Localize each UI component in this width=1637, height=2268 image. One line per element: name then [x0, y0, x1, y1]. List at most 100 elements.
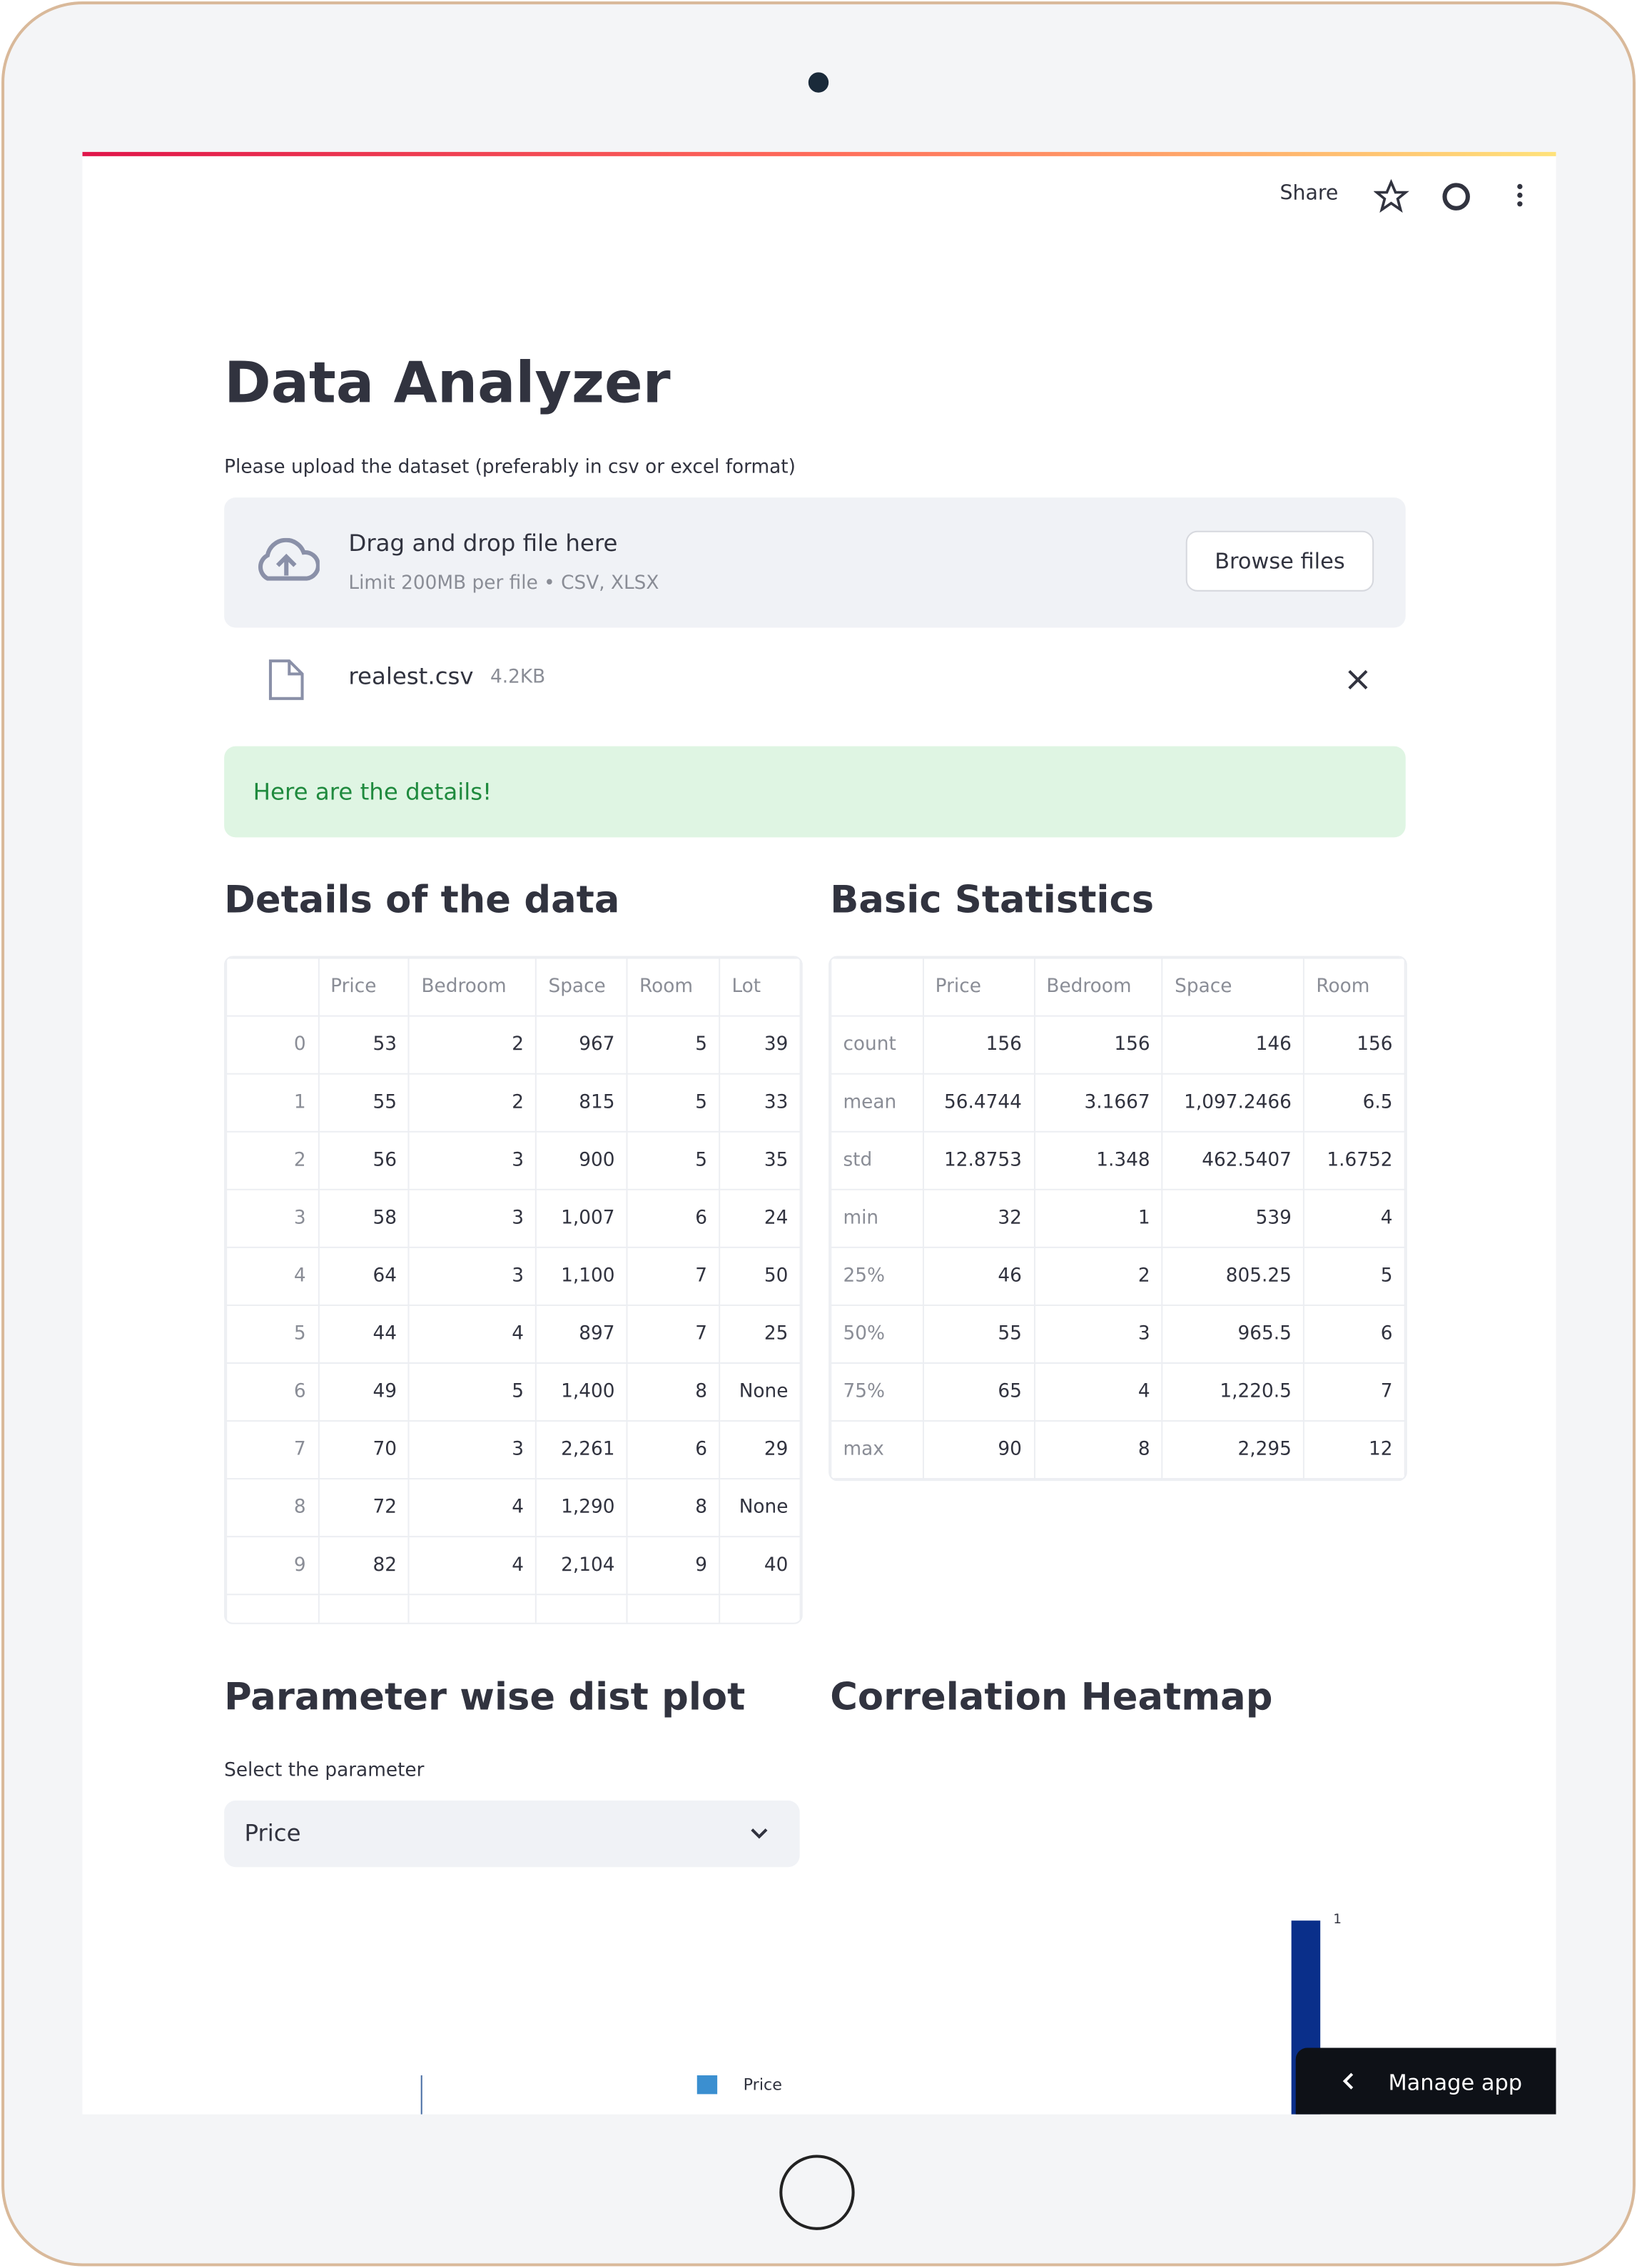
- cell: 49: [317, 1362, 410, 1422]
- cell: 12: [1303, 1420, 1406, 1480]
- cell: 58: [317, 1188, 410, 1248]
- row: 4 64 3 1,100 7 50: [225, 1246, 801, 1306]
- row: 5 44 4 897 7 25: [225, 1304, 801, 1364]
- limit-text: Limit 200MB per file • CSV, XLSX: [348, 572, 659, 594]
- cell: 7: [225, 1420, 319, 1480]
- cell: 156: [1303, 1015, 1406, 1075]
- cell: max: [830, 1420, 924, 1480]
- cell: 35: [719, 1130, 801, 1190]
- row: [225, 1594, 801, 1623]
- row: 3 58 3 1,007 6 24: [225, 1188, 801, 1248]
- cell: 4: [408, 1478, 537, 1538]
- cell: [830, 957, 924, 1017]
- header-row: Price Bedroom Space Room Lot: [225, 957, 801, 1017]
- cell: 6: [1303, 1304, 1406, 1364]
- top-bar: [82, 151, 1556, 156]
- cell: Room: [1303, 957, 1406, 1017]
- cell: 39: [719, 1015, 801, 1075]
- cell: 1,100: [535, 1246, 628, 1306]
- camera: [808, 72, 829, 93]
- row: 25% 46 2 805.25 5: [830, 1246, 1406, 1306]
- row: 2 56 3 900 5 35: [225, 1130, 801, 1190]
- cell: 56.4744: [922, 1073, 1035, 1133]
- cell: 6.5: [1303, 1073, 1406, 1133]
- cell: 50: [719, 1246, 801, 1306]
- home-button[interactable]: [779, 2155, 855, 2230]
- cell: [719, 1594, 801, 1623]
- legend-swatch: [696, 2075, 718, 2095]
- colorbar-tick: 1: [1333, 1913, 1342, 1928]
- cell: 1.6752: [1303, 1130, 1406, 1190]
- cell: 5: [408, 1362, 537, 1422]
- file-size: 4.2KB: [490, 667, 546, 689]
- details-heading: Details of the data: [224, 879, 620, 923]
- cell: 72: [317, 1478, 410, 1538]
- remove-file[interactable]: [1347, 668, 1369, 691]
- cell: 70: [317, 1420, 410, 1480]
- plot-axis: [420, 2075, 422, 2115]
- cell: 2: [1033, 1246, 1163, 1306]
- app: Share Data Analyzer Please upload the da…: [82, 151, 1556, 2115]
- row: max 90 8 2,295 12: [830, 1420, 1406, 1480]
- cell: 2,295: [1161, 1420, 1305, 1480]
- cell: 5: [225, 1304, 319, 1364]
- cell: 3.1667: [1033, 1073, 1163, 1133]
- cell: 6: [626, 1420, 721, 1480]
- row: 0 53 2 967 5 39: [225, 1015, 801, 1075]
- cloud-icon: [258, 537, 320, 581]
- success-box: Here are the details!: [224, 746, 1406, 838]
- cell: 6: [626, 1188, 721, 1248]
- cell: std: [830, 1130, 924, 1190]
- cell: 5: [626, 1130, 721, 1190]
- cell: 3: [408, 1420, 537, 1480]
- cell: 50%: [830, 1304, 924, 1364]
- cell: 1,007: [535, 1188, 628, 1248]
- select-value: Price: [244, 1819, 301, 1847]
- cell: 900: [535, 1130, 628, 1190]
- star[interactable]: [1374, 179, 1409, 213]
- cell: 805.25: [1161, 1246, 1305, 1306]
- manage-app[interactable]: Manage app: [1295, 2047, 1556, 2115]
- heatmap-heading: Correlation Heatmap: [830, 1676, 1273, 1720]
- cell: [317, 1594, 410, 1623]
- cell: 1,400: [535, 1362, 628, 1422]
- cell: 33: [719, 1073, 801, 1133]
- cell: None: [719, 1362, 801, 1422]
- dropzone[interactable]: Drag and drop file here Limit 200MB per …: [224, 497, 1406, 628]
- details-table: Price Bedroom Space Room Lot 0 53 2 967 5 39 1 55 2 81…: [224, 956, 803, 1624]
- browse-button[interactable]: Browse files: [1185, 530, 1374, 592]
- cell: 9: [626, 1536, 721, 1596]
- cell: 82: [317, 1536, 410, 1596]
- cell: [225, 1594, 319, 1623]
- cell: 7: [626, 1246, 721, 1306]
- cell: 2: [408, 1073, 537, 1133]
- manage-text: Manage app: [1388, 2069, 1523, 2096]
- cell: 7: [626, 1304, 721, 1364]
- row: 8 72 4 1,290 8 None: [225, 1478, 801, 1538]
- cell: 897: [535, 1304, 628, 1364]
- cell: 3: [408, 1130, 537, 1190]
- share[interactable]: Share: [1279, 182, 1339, 206]
- cell: 46: [922, 1246, 1035, 1306]
- row: count 156 156 146 156: [830, 1015, 1406, 1075]
- cell: 2,261: [535, 1420, 628, 1480]
- toolbar-icons: [1374, 179, 1523, 213]
- row: 9 82 4 2,104 9 40: [225, 1536, 801, 1596]
- dist-heading: Parameter wise dist plot: [224, 1676, 746, 1720]
- file-name: realest.csv: [348, 662, 474, 690]
- cell: Price: [317, 957, 410, 1017]
- cell: 5: [626, 1015, 721, 1075]
- cell: 75%: [830, 1362, 924, 1422]
- github[interactable]: [1442, 183, 1470, 211]
- cell: 4: [1303, 1188, 1406, 1248]
- cell: 2: [225, 1130, 319, 1190]
- cell: 64: [317, 1246, 410, 1306]
- cell: [408, 1594, 537, 1623]
- select[interactable]: Price: [224, 1800, 800, 1868]
- cell: 1: [1033, 1188, 1163, 1248]
- cell: 6: [225, 1362, 319, 1422]
- cell: 44: [317, 1304, 410, 1364]
- cell: 55: [922, 1304, 1035, 1364]
- table: Price Bedroom Space Room count 156 156 146 156 me…: [830, 957, 1406, 1480]
- cell: 1: [225, 1073, 319, 1133]
